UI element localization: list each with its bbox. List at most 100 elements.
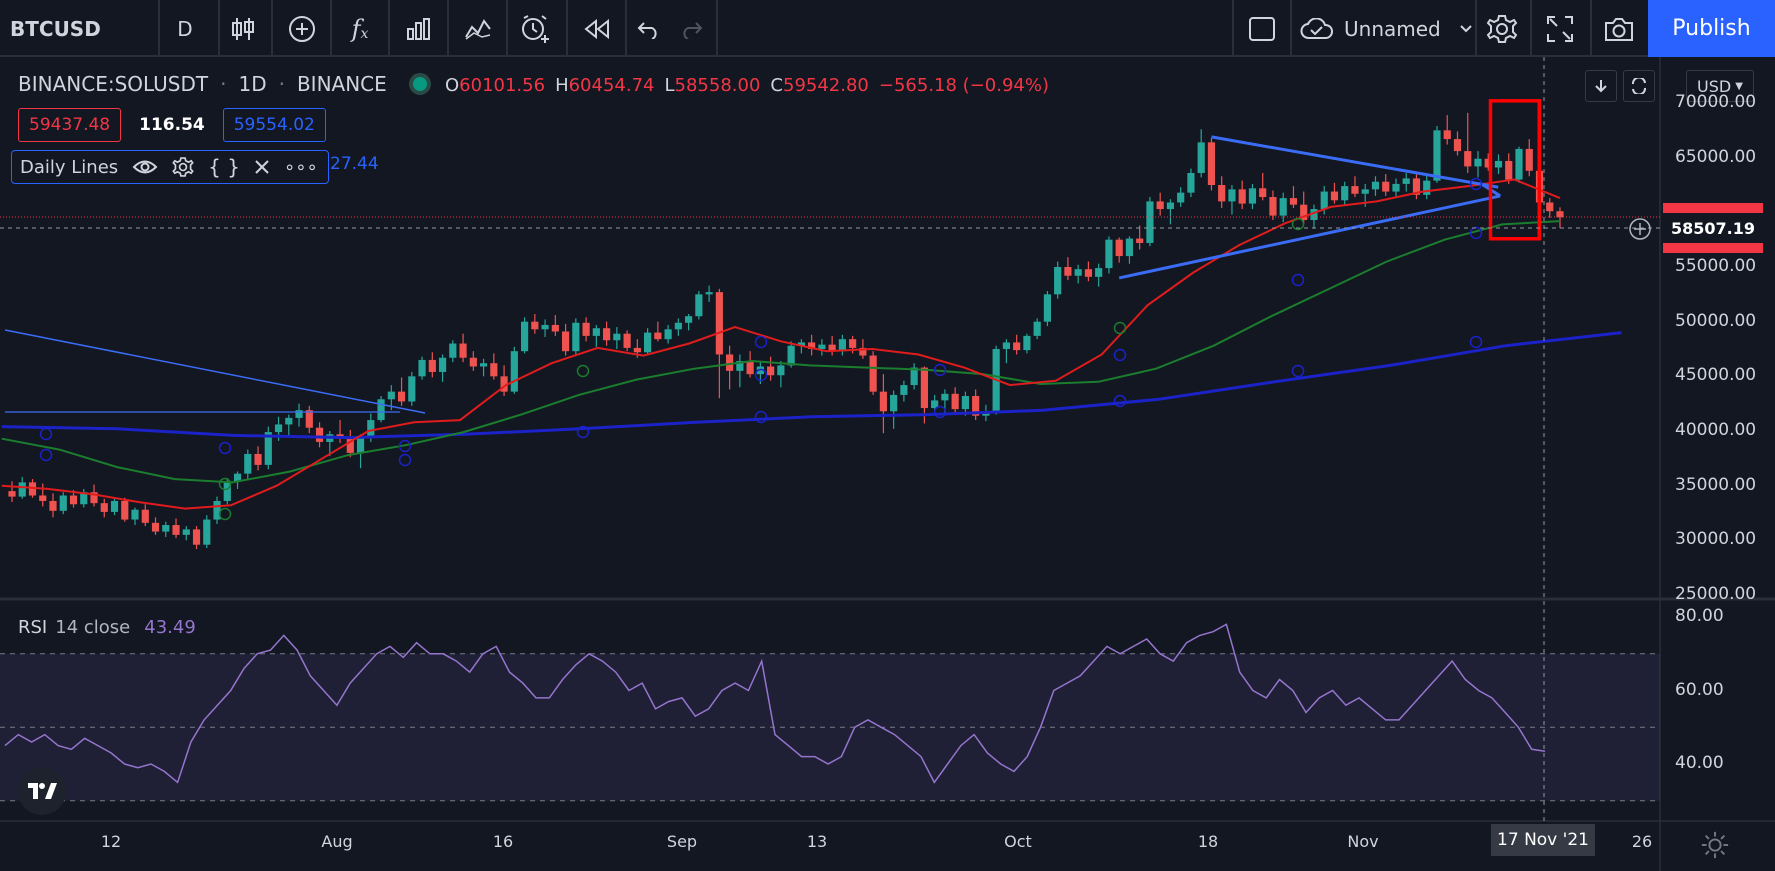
legend-interval: 1D [238, 72, 267, 96]
add-symbol-icon[interactable] [286, 0, 318, 57]
candle-body [315, 427, 324, 442]
indicator-legend-daily-lines[interactable]: Daily Lines { } ∘∘∘ [11, 150, 329, 184]
candle [1033, 318, 1041, 340]
candle-body [49, 500, 57, 511]
compare-icon[interactable] [462, 0, 494, 57]
chart-settings-icon[interactable] [1700, 830, 1730, 860]
templates-icon[interactable] [403, 0, 435, 57]
legend-exchange: BINANCE [296, 72, 387, 96]
rsi-legend[interactable]: RSI 14 close 43.49 [18, 614, 196, 640]
moving-averages [1, 178, 1622, 510]
toolbar-divider [271, 0, 273, 57]
candle [1505, 153, 1513, 184]
candle-body [1259, 188, 1267, 198]
candle-body [408, 376, 416, 402]
candle-body [1341, 186, 1349, 201]
rsi-tick-label: 60.00 [1675, 679, 1724, 700]
candle-body [756, 366, 764, 375]
candle-body [172, 525, 180, 535]
candle [397, 377, 406, 406]
candle-body [213, 500, 221, 520]
drawing-handle [1291, 273, 1305, 287]
candle [1064, 257, 1072, 281]
drawing-handle [1469, 177, 1483, 191]
candle [951, 387, 959, 415]
drawing-handle [39, 427, 53, 441]
candle-body [1505, 160, 1513, 180]
candle-body [541, 324, 549, 330]
candle-body [110, 500, 119, 512]
time-tick-label: 13 [806, 832, 828, 851]
tradingview-logo[interactable] [18, 767, 66, 815]
undo-icon[interactable] [634, 0, 664, 57]
replay-icon[interactable] [580, 0, 612, 57]
close-icon[interactable] [254, 159, 270, 175]
candle-body [920, 367, 928, 409]
candle-body [1105, 239, 1113, 269]
candle [59, 492, 67, 515]
candle-body [1525, 148, 1533, 171]
gear-icon[interactable] [172, 156, 194, 178]
symbol-legend[interactable]: BINANCE:SOLUSDT · 1D · BINANCE [18, 70, 431, 98]
candle-body [59, 495, 67, 511]
candle-body [1146, 201, 1154, 243]
candle [121, 497, 129, 522]
candle-body [356, 437, 365, 453]
triangle-lower-line [1118, 194, 1501, 280]
interval-button[interactable]: D [168, 0, 202, 57]
alert-icon[interactable] [518, 0, 552, 57]
auto-scale-icon[interactable] [1623, 70, 1655, 102]
settings-icon[interactable] [1485, 0, 1519, 57]
candle-body [736, 361, 744, 371]
rsi-value: 43.49 [144, 616, 196, 638]
candle [572, 318, 580, 355]
candle [1248, 183, 1257, 210]
ohlc-change: −565.18 (−0.94%) [878, 74, 1049, 96]
symbol-search-button[interactable]: BTCUSD [10, 0, 160, 57]
candle [510, 346, 518, 394]
candle [1105, 236, 1113, 274]
candle-body [1382, 181, 1390, 192]
sell-button[interactable]: 59437.48 [18, 108, 122, 142]
candle [490, 353, 498, 380]
candle [1494, 154, 1503, 175]
candle [1218, 176, 1226, 208]
fullscreen-square-icon[interactable] [1246, 0, 1278, 57]
candle-body [264, 432, 272, 465]
toolbar-divider [388, 0, 390, 57]
candle-body [746, 361, 754, 375]
source-code-icon[interactable]: { } [208, 155, 240, 179]
buy-sell-panel: 59437.48 116.54 59554.02 [18, 108, 326, 142]
candle-body [1136, 238, 1144, 243]
scroll-to-latest-icon[interactable] [1585, 70, 1617, 102]
candle-body [1484, 158, 1492, 168]
camera-icon[interactable] [1602, 0, 1636, 57]
fullscreen-icon[interactable] [1543, 0, 1577, 57]
buy-button[interactable]: 59554.02 [222, 108, 326, 142]
more-icon[interactable]: ∘∘∘ [283, 156, 318, 178]
candle-body [879, 391, 887, 412]
candle [213, 496, 221, 524]
candle-body [644, 332, 652, 353]
add-alert-plus-icon[interactable] [1628, 217, 1652, 241]
candle-body [367, 420, 375, 438]
candle-body [203, 519, 211, 545]
eye-icon[interactable] [132, 158, 158, 176]
drawing-handle [576, 425, 590, 439]
redo-icon[interactable] [676, 0, 706, 57]
candle-body [654, 332, 662, 340]
publish-button[interactable]: Publish [1648, 0, 1775, 57]
price-tick-label: 50000.00 [1675, 310, 1757, 331]
bar-style-icon[interactable] [228, 0, 258, 57]
candle [1402, 172, 1410, 192]
ohlc-value: 58558.00 [674, 74, 761, 96]
candle [623, 330, 631, 352]
candle [449, 340, 457, 363]
currency-select[interactable]: USD ▼ [1686, 70, 1754, 102]
candle-body [1371, 181, 1380, 190]
candle-body [849, 339, 857, 348]
candle-body [490, 363, 498, 377]
layout-menu-button[interactable]: Unnamed [1300, 0, 1475, 57]
